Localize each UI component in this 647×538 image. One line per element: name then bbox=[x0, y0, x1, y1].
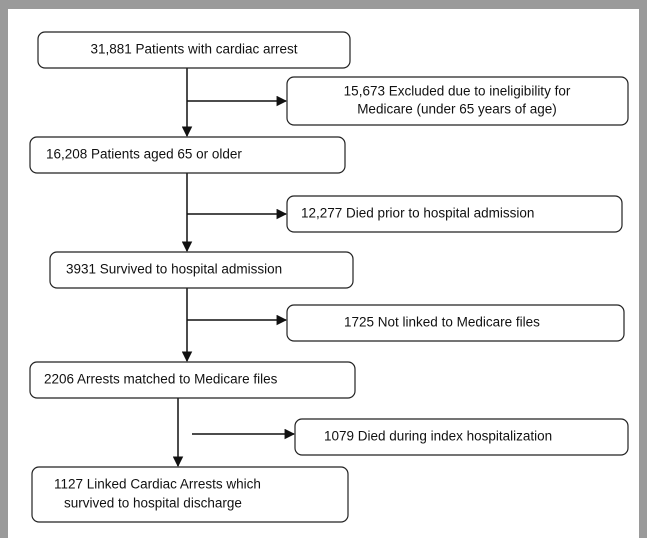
node-label: 2206 Arrests matched to Medicare files bbox=[44, 372, 278, 387]
node: 12,277 Died prior to hospital admission bbox=[286, 195, 623, 233]
node-label: Medicare (under 65 years of age) bbox=[357, 102, 557, 117]
node-box bbox=[29, 361, 356, 399]
node-label: survived to hospital discharge bbox=[64, 496, 242, 511]
node-box bbox=[49, 251, 354, 289]
node-label: 1127 Linked Cardiac Arrests which bbox=[54, 477, 261, 492]
node-label: 31,881 Patients with cardiac arrest bbox=[90, 42, 297, 57]
node-label: 3931 Survived to hospital admission bbox=[66, 262, 282, 277]
node: 1725 Not linked to Medicare files bbox=[286, 304, 625, 342]
node-box bbox=[286, 76, 629, 126]
node: 2206 Arrests matched to Medicare files bbox=[29, 361, 356, 399]
node: 16,208 Patients aged 65 or older bbox=[29, 136, 346, 174]
node-box bbox=[29, 136, 346, 174]
node-label: 1725 Not linked to Medicare files bbox=[344, 315, 540, 330]
node-box bbox=[286, 195, 623, 233]
node-label: 16,208 Patients aged 65 or older bbox=[46, 147, 242, 162]
node: 15,673 Excluded due to ineligibility for… bbox=[286, 76, 629, 126]
node-box bbox=[286, 304, 625, 342]
node-label: 12,277 Died prior to hospital admission bbox=[301, 206, 534, 221]
node: 1127 Linked Cardiac Arrests which surviv… bbox=[31, 466, 349, 523]
node: 1079 Died during index hospitalization bbox=[294, 418, 629, 456]
node-label: 15,673 Excluded due to ineligibility for bbox=[344, 84, 571, 99]
node: 3931 Survived to hospital admission bbox=[49, 251, 354, 289]
node-label: 1079 Died during index hospitalization bbox=[324, 429, 552, 444]
node-box bbox=[37, 31, 351, 69]
node-box bbox=[294, 418, 629, 456]
node: 31,881 Patients with cardiac arrest bbox=[37, 31, 351, 69]
node-box bbox=[31, 466, 349, 523]
